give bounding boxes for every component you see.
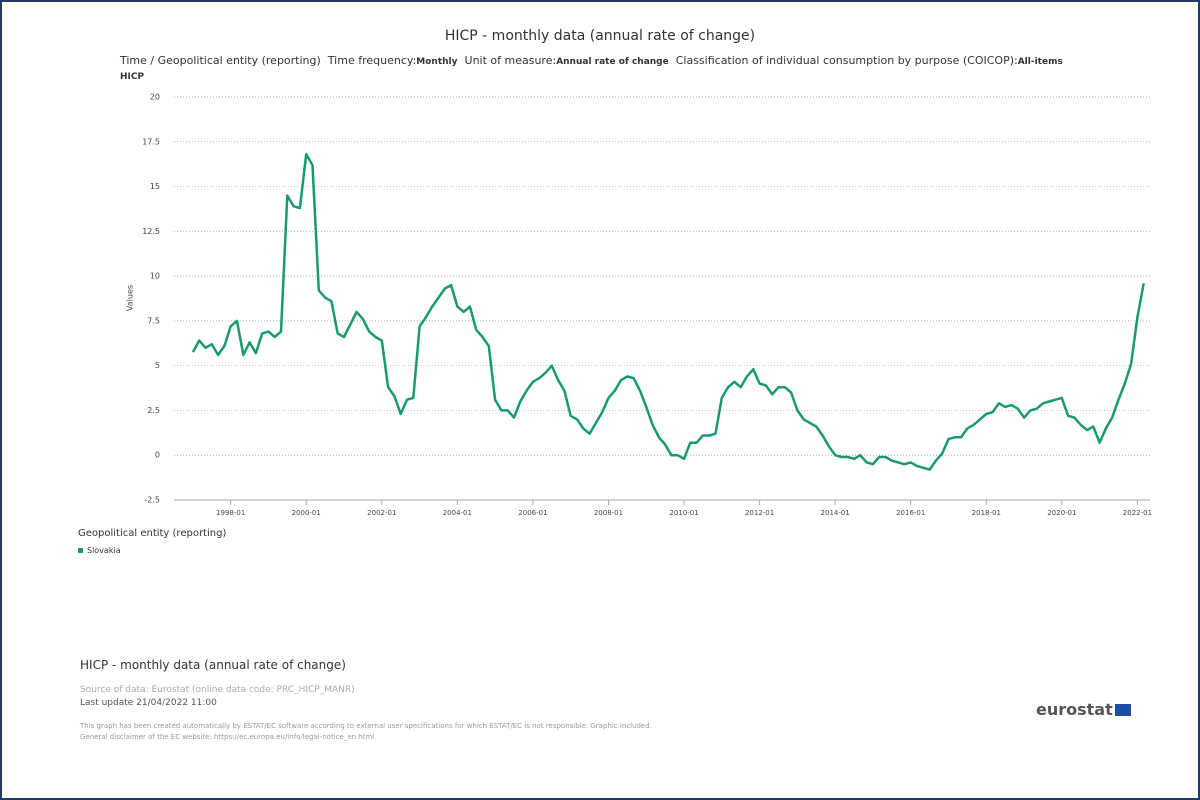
chart-title: HICP - monthly data (annual rate of chan… [444,28,756,44]
legend-title: Geopolitical entity (reporting) [78,528,227,539]
y-tick-label: 15 [150,182,160,191]
filter-value: Monthly [416,57,458,67]
legend-label: Slovakia [87,546,121,555]
logo-flag [1114,703,1131,716]
y-tick-label: 17.5 [142,137,160,146]
filter-label: Classification of individual consumption… [675,54,1018,67]
logo: eurostat [1036,700,1131,719]
x-tick-label: 2000-01 [292,509,321,517]
line-series [191,153,1145,471]
x-tick-label: 2006-01 [518,509,547,517]
x-tick-label: 2022-01 [1123,509,1152,517]
legend-item: Slovakia [78,546,121,555]
footer-update: Last update 21/04/2022 11:00 [80,698,217,708]
y-tick-label: -2.5 [144,496,160,505]
y-tick-label: 7.5 [147,316,160,325]
x-tick-label: 1998-01 [216,509,245,517]
filter-label: Time frequency: [327,54,417,67]
y-tick-label: 2.5 [147,406,160,415]
x-tick-label: 2002-01 [367,509,396,517]
dimension: Time / Geopolitical entity (reporting) [120,54,321,67]
x-tick-label: 2014-01 [821,509,850,517]
filter-label: Unit of measure: [464,54,557,67]
logo-text: eurostat [1036,700,1113,719]
footer-title: HICP - monthly data (annual rate of chan… [80,658,346,672]
x-tick-label: 2008-01 [594,509,623,517]
chart-subtitle: Time / Geopolitical entity (reporting) T… [120,54,1090,84]
legend-swatch [78,548,83,553]
y-tick-label: 20 [150,93,160,102]
chart: Values -2.5 0 2.5 5 7.5 10 12.5 15 17.5 20 1998-01… [126,93,1153,518]
x-tick-label: 2004-01 [443,509,472,517]
x-tick-label: 2018-01 [972,509,1001,517]
y-axis-label: Values [126,285,135,311]
y-tick-label: 5 [155,361,160,370]
x-tick-label: 2010-01 [669,509,698,517]
footer-disclaimer: General disclaimer of the EC website: ht… [80,733,375,741]
y-tick-label: 10 [150,272,160,281]
y-tick-label: 12.5 [142,227,160,236]
x-tick-label: 2016-01 [896,509,925,517]
x-tick-label: 2012-01 [745,509,774,517]
x-tick-label: 2020-01 [1047,509,1076,517]
y-tick-label: 0 [155,451,160,460]
footer-source: Source of data: Eurostat (online data co… [80,685,355,695]
filter-value: All-items HICP [120,57,1063,82]
footer-disclaimer: This graph has been created automaticall… [80,722,652,730]
filter-value: Annual rate of change [556,57,669,67]
